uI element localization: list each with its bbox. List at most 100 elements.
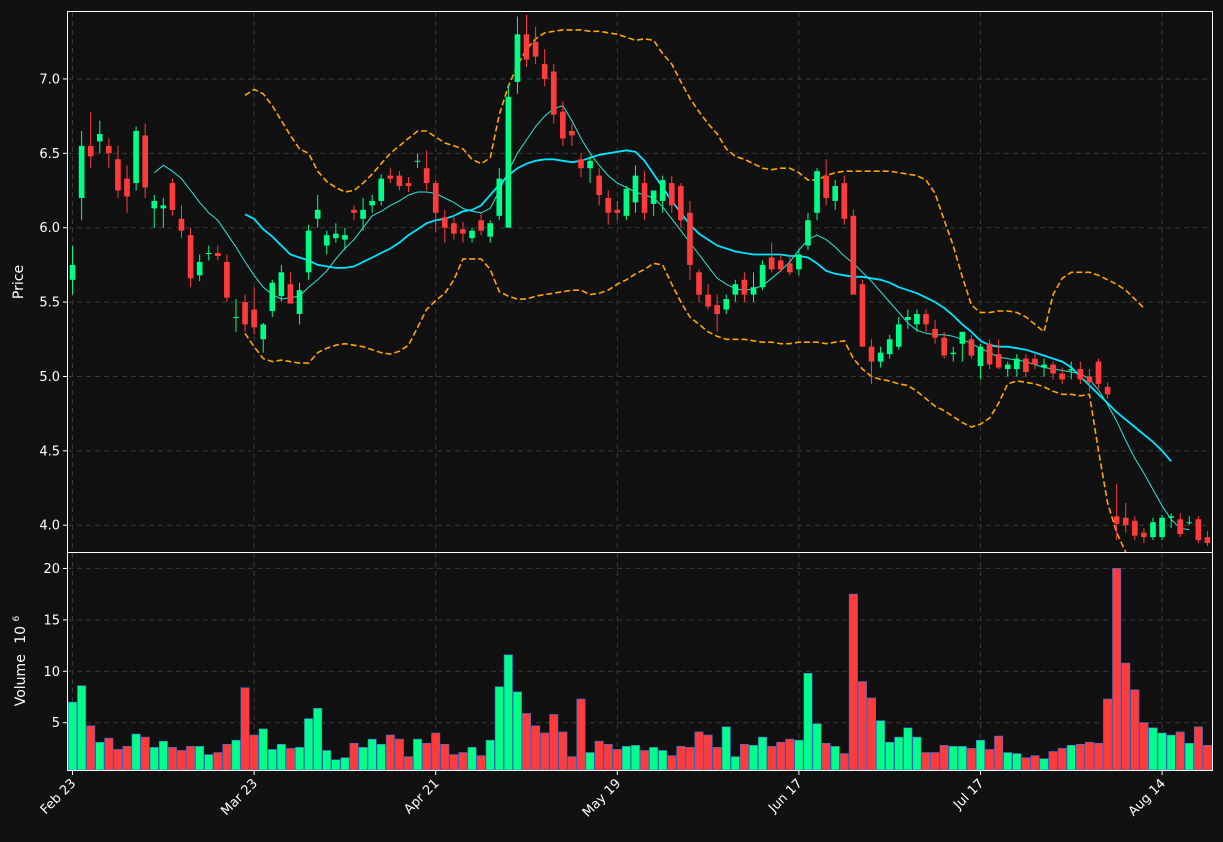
candle-up <box>950 352 957 355</box>
candle-down <box>423 168 430 184</box>
candle-up <box>360 209 366 219</box>
candle-up <box>1004 364 1011 370</box>
candle-up <box>814 171 820 213</box>
price-tick-label: 5.5 <box>39 296 60 311</box>
volume-bar-up <box>621 746 631 771</box>
volume-bar-down <box>1130 689 1140 771</box>
candle-down <box>178 218 185 231</box>
candle-up <box>905 316 911 320</box>
candle-down <box>850 215 857 295</box>
candle-up <box>305 230 312 273</box>
candle-down <box>1023 358 1029 372</box>
price-tick-label: 4.5 <box>39 444 60 459</box>
candle-down <box>841 183 848 219</box>
candle-down <box>678 186 684 221</box>
volume-bar-up <box>903 727 913 771</box>
candle-down <box>641 183 648 213</box>
volume-axis-label-text: Volume <box>13 654 29 706</box>
volume-bar-up <box>894 736 904 771</box>
volume-grid <box>68 553 1212 770</box>
price-tick-label: 6.5 <box>39 147 60 162</box>
candle-down <box>1059 373 1066 380</box>
volume-bar-up <box>331 759 341 771</box>
candle-down <box>124 178 130 197</box>
volume-bar-down <box>994 735 1004 771</box>
volume-bar-down <box>1202 745 1212 771</box>
volume-tick-label: 10 <box>43 665 60 680</box>
volume-bar-down <box>222 743 232 771</box>
candle-down <box>251 309 257 328</box>
volume-bar-up <box>304 718 314 771</box>
volume-bar-up <box>794 739 804 771</box>
volume-bar-down <box>1057 748 1067 771</box>
volume-bar-down <box>1021 757 1031 771</box>
candle-up <box>895 324 902 347</box>
volume-bar-down <box>594 740 604 771</box>
volume-y-ticks: 5 10 15 20 <box>43 562 68 731</box>
candle-down <box>696 272 702 295</box>
volume-bar-down <box>186 746 196 771</box>
volume-axis-label-base: 10 <box>13 626 29 644</box>
candle-up <box>1068 369 1075 371</box>
candle-down <box>187 235 194 279</box>
volume-bar-down <box>476 755 486 771</box>
candle-down <box>441 217 448 228</box>
volume-bar-up <box>1157 732 1167 771</box>
candle-down <box>115 159 121 191</box>
candle-up <box>69 264 76 280</box>
volume-bar-down <box>739 743 749 771</box>
volume-bar-down <box>140 736 150 771</box>
candle-down <box>1113 516 1120 524</box>
candle-down <box>1122 517 1129 526</box>
volume-bar-up <box>803 673 813 771</box>
candle-up <box>886 339 893 355</box>
candle-up <box>659 180 666 201</box>
volume-bar-down <box>857 681 867 771</box>
volume-bar-down <box>694 731 704 771</box>
candle-down <box>541 64 548 79</box>
volume-bar-down <box>867 697 877 771</box>
candle-down <box>941 337 947 356</box>
volume-bar-up <box>957 746 967 771</box>
volume-bar-up <box>149 747 159 771</box>
candle-down <box>932 328 938 338</box>
candle-down <box>705 294 711 307</box>
candle-up <box>342 235 348 240</box>
candle-up <box>759 264 766 288</box>
volume-bar-down <box>576 698 586 771</box>
volume-bar-up <box>68 701 78 771</box>
volume-bar-up <box>876 720 886 771</box>
candle-up <box>587 160 593 169</box>
volume-bar-down <box>349 742 359 771</box>
volume-bar-up <box>1066 745 1076 771</box>
candle-up <box>151 200 158 209</box>
volume-bar-up <box>367 738 377 771</box>
candle-down <box>169 183 176 210</box>
volume-bar-up <box>948 746 958 771</box>
volume-bar-up <box>258 728 268 771</box>
volume-bar-up <box>758 736 768 771</box>
volume-bar-up <box>358 747 368 771</box>
price-tick-label: 7.0 <box>39 72 60 87</box>
volume-bar-down <box>1112 568 1122 771</box>
volume-bar-down <box>440 743 450 771</box>
volume-bar-down <box>848 593 858 771</box>
candle-up <box>260 324 267 340</box>
volume-bar-up <box>295 747 305 771</box>
candle-down <box>432 183 439 213</box>
candle-down <box>387 175 394 179</box>
volume-bar-down <box>558 731 568 771</box>
volume-bar-up <box>503 654 513 771</box>
candle-down <box>786 263 793 273</box>
candle-down <box>1032 358 1038 365</box>
volume-bar-down <box>285 748 295 771</box>
volume-bar-down <box>966 748 976 771</box>
volume-bar-down <box>839 753 849 771</box>
candle-down <box>578 159 584 169</box>
volume-bar-up <box>812 723 822 771</box>
volume-bar-up <box>658 750 668 771</box>
candle-up <box>796 254 802 270</box>
candle-up <box>487 223 494 237</box>
candle-down <box>523 34 530 60</box>
